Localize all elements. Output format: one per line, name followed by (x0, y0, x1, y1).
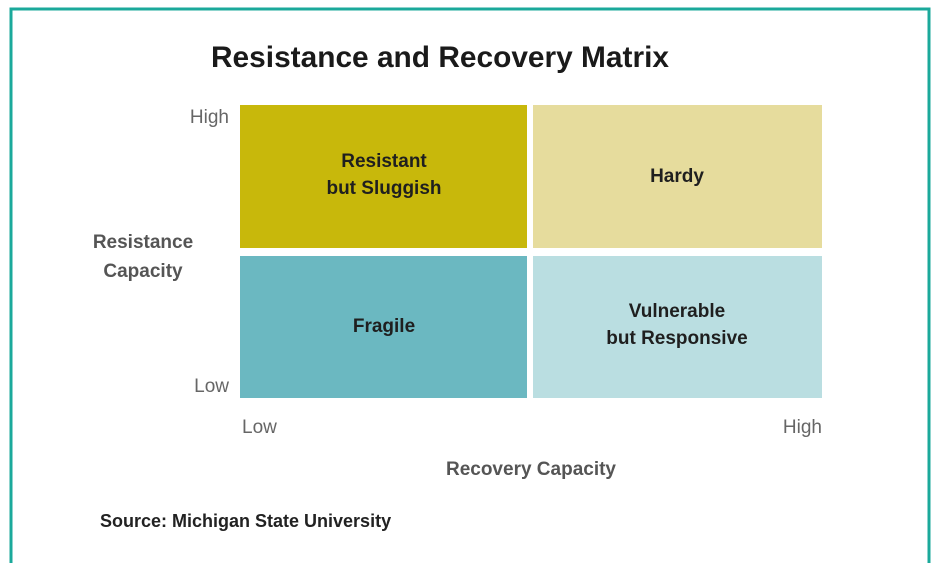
x-high: High (783, 417, 822, 438)
quadrant-label: Vulnerable but Responsive (606, 301, 747, 349)
quadrant (240, 256, 527, 398)
label-line: but Responsive (606, 328, 747, 349)
quadrant-label: Resistant but Sluggish (326, 151, 441, 199)
quadrant-label: Hardy (650, 166, 704, 187)
title: Resistance and Recovery Matrix (211, 41, 669, 74)
quadrant (533, 256, 822, 398)
frame (9, 7, 931, 563)
x-axis-label: Recovery Capacity (446, 459, 616, 480)
quadrant (533, 105, 822, 248)
source: Source: Michigan State University (100, 511, 391, 531)
y-low: Low (194, 376, 229, 397)
quadrant-label: Fragile (353, 316, 415, 337)
label-line: but Sluggish (326, 178, 441, 199)
label-line: Capacity (103, 261, 183, 282)
label-line: Resistant (341, 151, 427, 172)
label-line: Vulnerable (629, 301, 725, 322)
y-high: High (190, 107, 229, 128)
x-low: Low (242, 417, 277, 438)
quadrant (240, 105, 527, 248)
label-line: Resistance (93, 232, 193, 253)
y-axis-label: Resistance Capacity (93, 232, 193, 282)
